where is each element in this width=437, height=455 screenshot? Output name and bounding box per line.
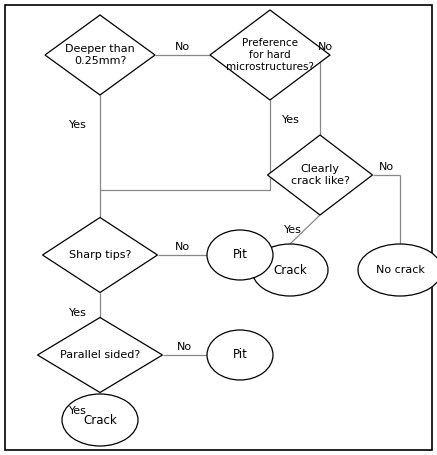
Polygon shape [38,318,163,393]
Text: No crack: No crack [375,265,424,275]
Text: Crack: Crack [83,414,117,426]
Text: Pit: Pit [232,248,247,262]
Polygon shape [42,217,157,293]
Ellipse shape [252,244,328,296]
Text: No: No [175,242,190,252]
Text: Yes: Yes [284,225,302,235]
Text: Preference
for hard
microstructures?: Preference for hard microstructures? [226,38,314,71]
Text: No: No [317,42,333,52]
Ellipse shape [62,394,138,446]
Text: No: No [177,342,192,352]
Text: Clearly
crack like?: Clearly crack like? [291,164,350,186]
Ellipse shape [207,230,273,280]
Text: Parallel sided?: Parallel sided? [60,350,140,360]
Text: No: No [379,162,394,172]
Text: Yes: Yes [69,308,87,318]
Ellipse shape [207,330,273,380]
Text: Crack: Crack [273,263,307,277]
Polygon shape [45,15,155,95]
Text: No: No [175,42,190,52]
Text: Deeper than
0.25mm?: Deeper than 0.25mm? [65,44,135,66]
Text: Pit: Pit [232,349,247,362]
Polygon shape [210,10,330,100]
Text: Yes: Yes [282,115,300,125]
Text: Yes: Yes [69,120,87,130]
Text: Sharp tips?: Sharp tips? [69,250,131,260]
Text: Yes: Yes [69,405,87,415]
Polygon shape [267,135,372,215]
Ellipse shape [358,244,437,296]
